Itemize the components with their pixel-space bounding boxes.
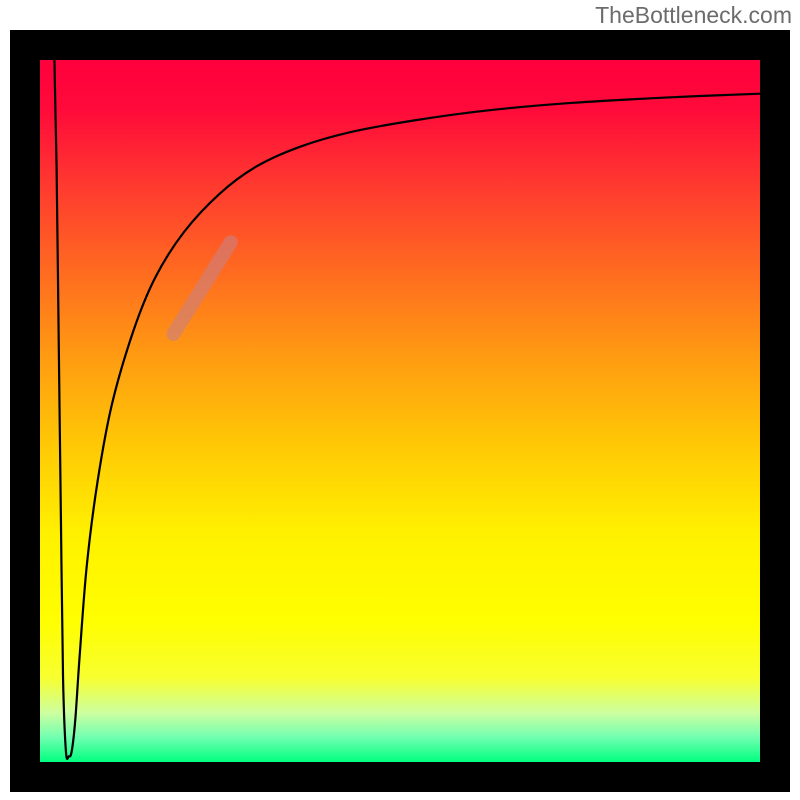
chart-root: TheBottleneck.com: [0, 0, 800, 800]
curve-svg: [40, 60, 760, 762]
bottleneck-curve: [54, 60, 760, 759]
watermark-text: TheBottleneck.com: [595, 2, 792, 29]
plot-frame: [10, 30, 790, 792]
